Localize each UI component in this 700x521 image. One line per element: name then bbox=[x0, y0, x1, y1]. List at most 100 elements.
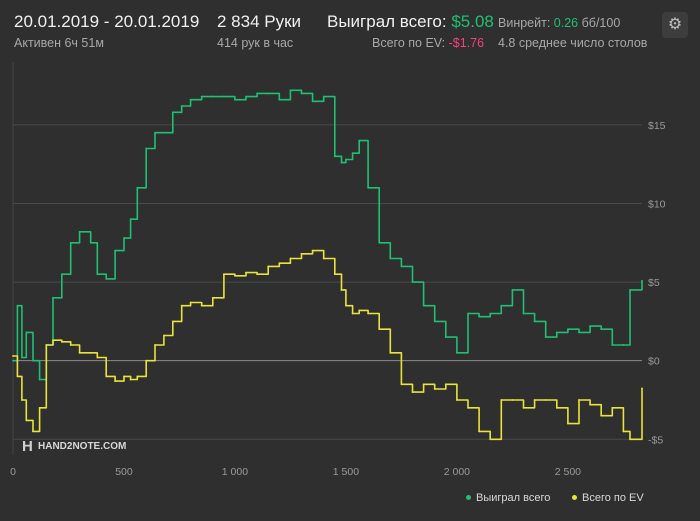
data-point-won bbox=[351, 152, 354, 155]
data-point-ev bbox=[245, 271, 247, 274]
avg-tables: 4.8 среднее число столов bbox=[498, 36, 648, 50]
data-point-ev bbox=[578, 399, 580, 401]
data-point-ev bbox=[267, 265, 270, 268]
hands-count: 2 834 Руки bbox=[217, 12, 302, 31]
data-point-ev bbox=[234, 274, 236, 277]
x-tick-label: 500 bbox=[115, 466, 133, 478]
data-point-won bbox=[358, 139, 361, 142]
data-point-won bbox=[578, 331, 580, 334]
y-tick-label: $0 bbox=[648, 356, 660, 368]
data-point-ev bbox=[200, 304, 203, 307]
data-point-ev bbox=[622, 430, 625, 433]
data-point-won bbox=[96, 273, 99, 276]
data-point-ev bbox=[189, 301, 192, 304]
data-point-ev bbox=[289, 257, 292, 260]
won-total-value: $5.08 bbox=[451, 12, 494, 31]
data-point-ev bbox=[60, 340, 63, 343]
winrate: Винрейт: 0.26 бб/100 bbox=[498, 16, 620, 30]
data-point-won bbox=[105, 278, 108, 280]
data-point-won bbox=[589, 325, 591, 327]
data-point-ev bbox=[45, 344, 48, 346]
data-point-ev bbox=[96, 356, 99, 359]
legend-dot-won bbox=[466, 494, 471, 500]
ev-total: Всего по EV: -$1.76 bbox=[372, 36, 484, 50]
data-point-won bbox=[136, 186, 139, 189]
x-tick-label: 1 000 bbox=[222, 466, 248, 478]
data-point-won bbox=[367, 186, 370, 189]
data-point-ev bbox=[300, 252, 303, 255]
data-point-won bbox=[211, 95, 214, 98]
data-point-won bbox=[20, 356, 23, 359]
data-point-won bbox=[222, 95, 225, 98]
data-point-ev bbox=[171, 320, 174, 323]
data-point-ev bbox=[389, 351, 392, 354]
data-point-ev bbox=[600, 414, 603, 417]
data-point-ev bbox=[522, 406, 525, 409]
data-point-ev bbox=[358, 309, 361, 312]
data-point-won bbox=[12, 359, 14, 362]
data-point-ev bbox=[69, 344, 72, 346]
data-point-won bbox=[154, 131, 156, 134]
data-point-ev bbox=[180, 304, 183, 307]
x-tick-label: 2 500 bbox=[555, 466, 581, 478]
data-point-won bbox=[478, 315, 480, 318]
data-point-won bbox=[32, 359, 34, 362]
legend-item-won[interactable]: Выиграл всего bbox=[466, 492, 550, 504]
winrate-label: Винрейт: bbox=[498, 16, 551, 30]
gear-icon[interactable]: ⚙ bbox=[662, 12, 688, 38]
data-point-ev bbox=[500, 399, 503, 401]
data-point-ev bbox=[589, 403, 591, 406]
data-point-won bbox=[511, 289, 514, 291]
won-total: Выиграл всего: $5.08 bbox=[327, 12, 494, 32]
data-point-won bbox=[171, 111, 174, 114]
data-point-won bbox=[322, 95, 325, 98]
data-point-won bbox=[411, 281, 414, 283]
data-point-won bbox=[533, 320, 536, 323]
data-point-won bbox=[129, 218, 132, 221]
data-point-won bbox=[555, 331, 558, 334]
data-point-won bbox=[38, 378, 41, 381]
data-point-ev bbox=[211, 296, 214, 299]
watermark-brand: HAND2NOTE.COM bbox=[38, 441, 126, 452]
data-point-won bbox=[544, 336, 547, 338]
data-point-won bbox=[145, 147, 148, 150]
data-point-ev bbox=[444, 383, 447, 386]
data-point-ev bbox=[367, 312, 370, 315]
stats-header: 20.01.2019 - 20.01.2019 Активен 6ч 51м 2… bbox=[0, 0, 700, 60]
data-point-ev bbox=[489, 438, 492, 441]
data-point-won bbox=[278, 98, 281, 101]
data-point-ev bbox=[20, 399, 23, 401]
data-point-ev bbox=[52, 339, 54, 342]
data-point-won bbox=[340, 161, 343, 164]
data-point-won bbox=[467, 312, 469, 315]
data-point-won bbox=[455, 351, 458, 354]
data-point-won bbox=[629, 289, 631, 291]
legend-item-ev[interactable]: Всего по EV bbox=[572, 492, 644, 504]
won-total-label: Выиграл всего: bbox=[327, 12, 447, 31]
data-point-ev bbox=[145, 359, 148, 362]
data-point-ev bbox=[114, 380, 116, 383]
data-point-ev bbox=[433, 388, 436, 390]
data-point-ev bbox=[136, 375, 139, 378]
data-point-ev bbox=[256, 273, 259, 276]
data-point-ev bbox=[12, 355, 14, 357]
data-point-won bbox=[400, 265, 403, 268]
data-point-won bbox=[52, 296, 54, 299]
data-point-won bbox=[69, 241, 72, 244]
data-point-ev bbox=[163, 334, 165, 337]
data-point-won bbox=[500, 304, 503, 307]
data-point-won bbox=[289, 89, 292, 92]
data-point-ev bbox=[123, 375, 125, 378]
data-point-won bbox=[16, 304, 19, 307]
x-tick-label: 0 bbox=[10, 466, 16, 478]
data-point-ev bbox=[222, 273, 225, 276]
data-point-ev bbox=[351, 312, 354, 315]
data-point-ev bbox=[340, 289, 343, 291]
data-point-ev bbox=[478, 430, 480, 433]
hands-per-hour: 414 рук в час bbox=[217, 36, 294, 50]
data-point-ev bbox=[566, 422, 569, 425]
data-point-won bbox=[333, 155, 336, 158]
x-tick-label: 2 000 bbox=[444, 466, 470, 478]
data-point-won bbox=[378, 241, 381, 244]
data-point-ev bbox=[345, 304, 347, 307]
